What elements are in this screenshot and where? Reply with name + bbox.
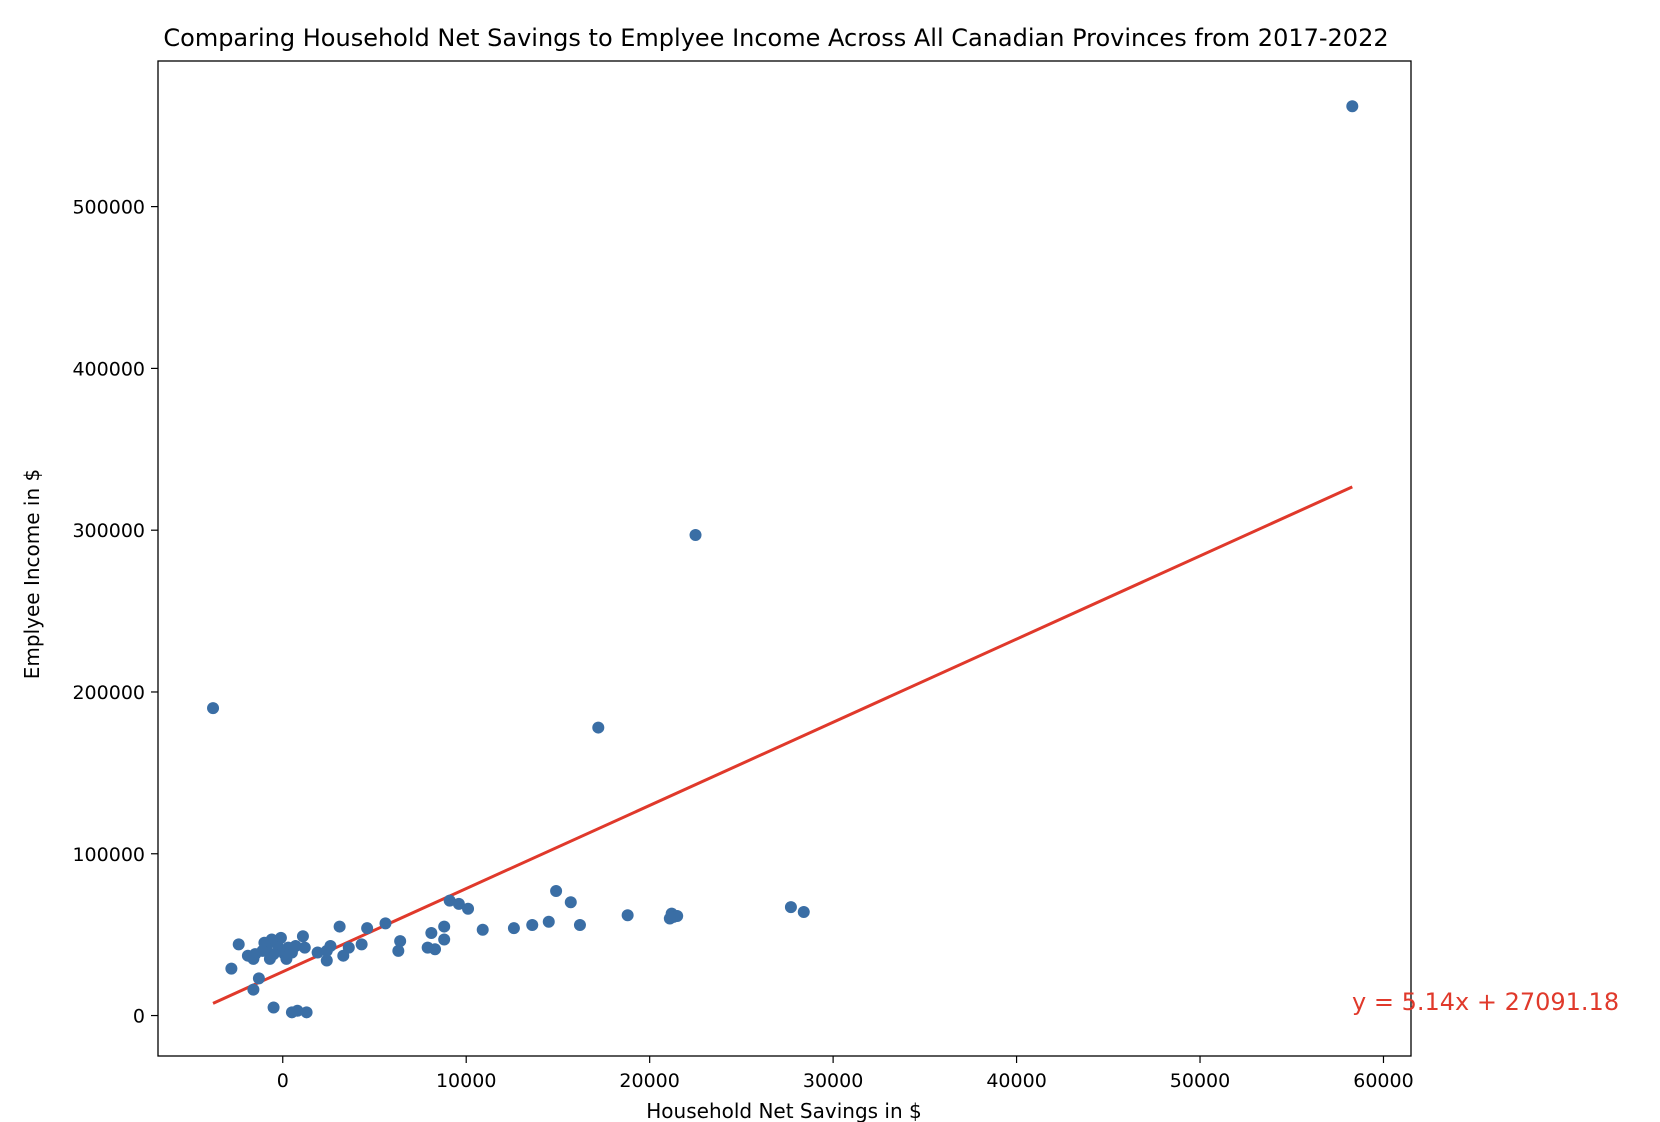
scatter-point	[621, 909, 634, 922]
y-tick-label: 500000	[72, 197, 145, 219]
y-tick-label: 0	[133, 1006, 145, 1028]
scatter-point	[311, 946, 324, 959]
y-axis-label: Emplyee Income in $	[20, 469, 44, 679]
x-tick-label: 10000	[436, 1070, 496, 1092]
scatter-point	[689, 529, 702, 542]
scatter-point	[241, 949, 254, 962]
x-tick-label: 20000	[619, 1070, 679, 1092]
regression-line	[212, 485, 1353, 1005]
scatter-point	[207, 702, 220, 715]
scatter-point	[573, 918, 586, 931]
scatter-point	[564, 896, 577, 909]
scatter-point	[443, 894, 456, 907]
scatter-point	[784, 901, 797, 914]
scatter-point	[452, 897, 465, 910]
x-tick-label: 30000	[803, 1070, 863, 1092]
scatter-point	[429, 943, 442, 956]
scatter-point	[392, 944, 405, 957]
regression-equation: y = 5.14x + 27091.18	[1352, 988, 1619, 1016]
scatter-point	[320, 944, 333, 957]
scatter-point	[300, 1006, 313, 1019]
x-axis-label: Household Net Savings in $	[646, 1099, 921, 1122]
x-tick-label: 60000	[1353, 1070, 1413, 1092]
scatter-point	[361, 922, 374, 935]
y-axis-ticks: 0 100000 200000 300000 400000 500000	[72, 197, 158, 1028]
x-tick-label: 40000	[986, 1070, 1046, 1092]
scatter-point	[438, 933, 451, 946]
scatter-point	[225, 962, 238, 975]
scatter-point	[526, 918, 539, 931]
scatter-point	[247, 983, 260, 996]
scatter-point	[263, 952, 276, 965]
scatter-point	[355, 938, 368, 951]
scatter-point	[252, 972, 265, 985]
scatter-point	[592, 721, 605, 734]
x-tick-label: 0	[277, 1070, 289, 1092]
scatter-point	[438, 920, 451, 933]
scatter-point	[232, 938, 245, 951]
scatter-point	[507, 922, 520, 935]
scatter-point	[296, 930, 309, 943]
points-layer	[207, 100, 1359, 1019]
scatter-point	[291, 1004, 304, 1017]
y-tick-label: 200000	[72, 682, 145, 704]
chart-title: Comparing Household Net Savings to Emply…	[163, 24, 1388, 52]
scatter-point	[267, 1001, 280, 1014]
scatter-point	[550, 884, 563, 897]
scatter-point	[394, 935, 407, 948]
scatter-point	[337, 949, 350, 962]
x-tick-label: 50000	[1170, 1070, 1230, 1092]
scatter-point	[462, 902, 475, 915]
scatter-point	[298, 941, 311, 954]
y-tick-label: 100000	[72, 844, 145, 866]
plot-frame	[157, 60, 1412, 1057]
regression-layer	[212, 485, 1353, 1005]
y-tick-label: 400000	[72, 358, 145, 380]
scatter-point	[797, 906, 810, 919]
scatter-point	[425, 927, 438, 940]
scatter-point	[542, 915, 555, 928]
scatter-point	[333, 920, 346, 933]
y-tick-label: 300000	[72, 520, 145, 542]
scatter-point	[663, 912, 676, 925]
x-axis-ticks: 0 10000 20000 30000 40000 50000 60000	[277, 1056, 1414, 1092]
scatter-point	[1346, 100, 1359, 113]
scatter-point	[379, 917, 392, 930]
scatter-point	[320, 954, 333, 967]
scatter-point	[476, 923, 489, 936]
